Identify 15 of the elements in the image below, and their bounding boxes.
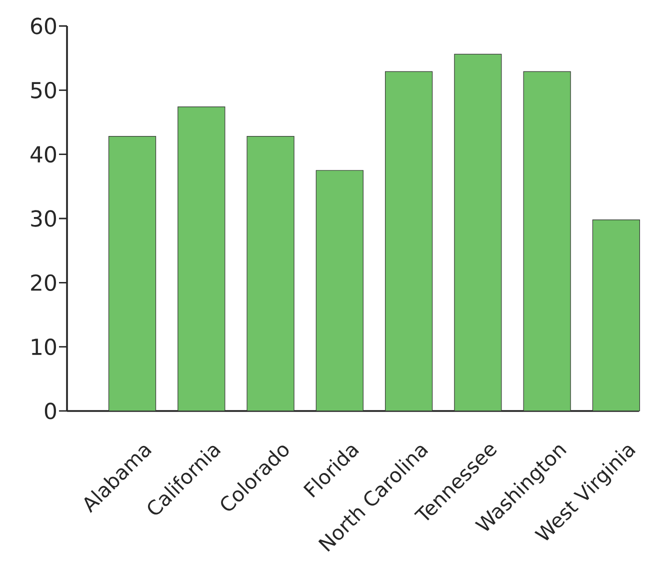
bar xyxy=(523,71,571,412)
y-tick-label: 40 xyxy=(30,146,56,163)
y-tick-label: 50 xyxy=(31,82,56,98)
y-tick-label: 10 xyxy=(32,338,56,356)
y-tick-label: 60 xyxy=(31,18,56,34)
bar xyxy=(454,54,502,412)
y-tick-label: 20 xyxy=(31,274,56,291)
bar xyxy=(178,106,226,412)
bar xyxy=(385,71,433,412)
bar xyxy=(108,136,156,412)
y-tick-label: 0 xyxy=(44,402,56,420)
bar xyxy=(316,170,364,412)
y-tick-label: 30 xyxy=(31,210,56,227)
bar xyxy=(246,136,294,412)
bar xyxy=(592,219,640,412)
